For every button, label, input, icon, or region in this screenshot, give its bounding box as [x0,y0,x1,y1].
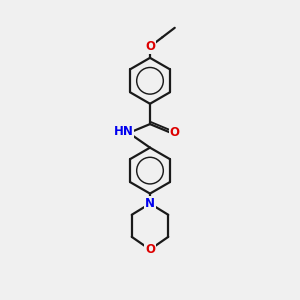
Text: O: O [145,243,155,256]
Text: O: O [145,40,155,53]
Text: O: O [170,126,180,140]
Text: N: N [145,197,155,210]
Text: HN: HN [114,125,134,138]
